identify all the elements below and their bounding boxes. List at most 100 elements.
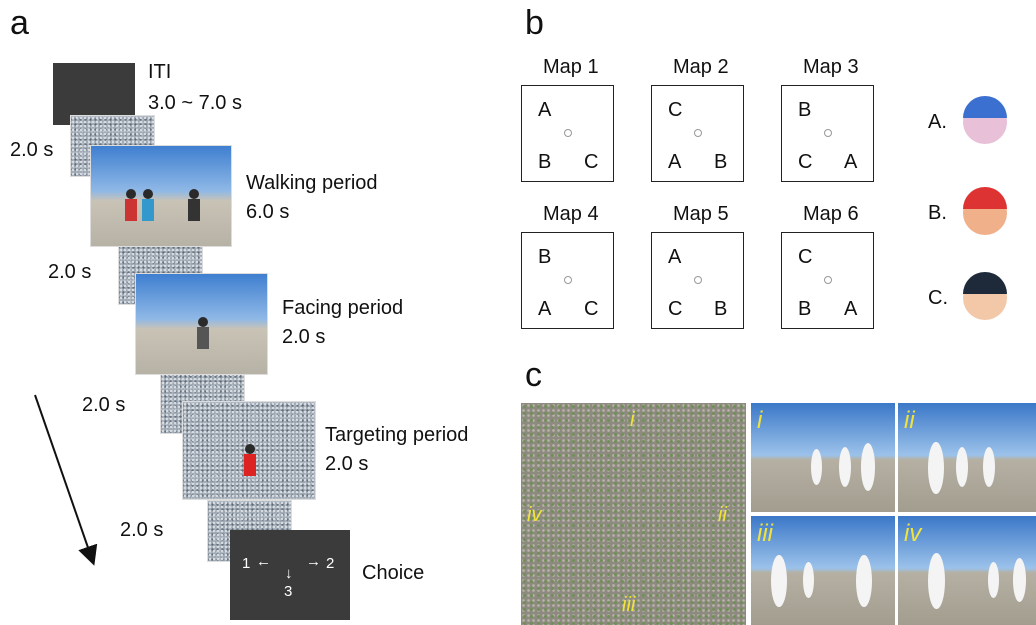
character-label: C. <box>928 288 948 308</box>
pillar-view <box>811 449 822 485</box>
map-letter: C <box>798 247 812 267</box>
direction-label: i <box>630 410 634 430</box>
map-center <box>824 129 832 137</box>
map-center <box>564 276 572 284</box>
pillar-view <box>1013 558 1026 602</box>
map-title: Map 3 <box>803 57 859 77</box>
view-image: ii <box>898 403 1036 512</box>
step-name: ITI <box>148 62 171 82</box>
view-image: i <box>751 403 895 512</box>
choice-text: 2 <box>326 556 334 571</box>
direction-label: iii <box>622 595 635 615</box>
character-hair <box>963 272 1007 294</box>
map-box: A C B <box>651 232 744 329</box>
choice-text: 3 <box>284 584 292 599</box>
character-hair <box>963 96 1007 118</box>
map-letter: B <box>798 100 811 120</box>
direction-label: ii <box>718 505 727 525</box>
map-center <box>824 276 832 284</box>
panel-label: c <box>525 358 542 392</box>
avatar-body <box>197 327 209 349</box>
mask-duration: 2.0 s <box>82 395 125 415</box>
map-letter: C <box>584 152 598 172</box>
period-duration: 6.0 s <box>246 202 289 222</box>
avatar-head <box>198 317 208 327</box>
choice-text: ↓ <box>285 566 293 581</box>
map-title: Map 2 <box>673 57 729 77</box>
time-arrow <box>35 395 93 562</box>
stimulus-screen <box>90 145 232 247</box>
map-letter: A <box>668 247 681 267</box>
panel-label: a <box>10 6 29 40</box>
pillar-view <box>856 555 872 607</box>
pillar-view <box>771 555 787 607</box>
map-letter: A <box>538 299 551 319</box>
view-image: iii <box>751 516 895 625</box>
map-box: C B A <box>781 232 874 329</box>
figure: a ITI 3.0 ~ 7.0 s 2.0 s 2.0 s 2.0 s 2.0 s Walki… <box>0 0 1036 625</box>
map-title: Map 1 <box>543 57 599 77</box>
choice-text: → <box>306 554 321 569</box>
avatar-body <box>125 199 137 221</box>
map-letter: C <box>584 299 598 319</box>
stimulus-screen <box>182 401 316 500</box>
view-label: iii <box>757 522 773 546</box>
step-duration: 3.0 ~ 7.0 s <box>148 93 242 113</box>
character-hair <box>963 187 1007 209</box>
period-name: Facing period <box>282 298 403 318</box>
map-letter: B <box>714 299 727 319</box>
map-center <box>564 129 572 137</box>
avatar-head <box>143 189 153 199</box>
avatar-body <box>142 199 154 221</box>
choice-screen: 1 ← → 2 ↓ 3 <box>230 530 350 620</box>
map-title: Map 6 <box>803 204 859 224</box>
panel-label: b <box>525 6 544 40</box>
character-label: B. <box>928 203 947 223</box>
pillar-view <box>928 442 944 494</box>
avatar-head <box>126 189 136 199</box>
direction-label: iv <box>527 505 541 525</box>
choice-name: Choice <box>362 563 424 583</box>
map-letter: B <box>714 152 727 172</box>
map-letter: B <box>538 152 551 172</box>
choice-text: ← <box>256 554 271 569</box>
map-letter: A <box>844 152 857 172</box>
view-label: ii <box>904 409 915 433</box>
view-image: iv <box>898 516 1036 625</box>
avatar-body <box>244 454 256 476</box>
map-title: Map 5 <box>673 204 729 224</box>
mask-duration: 2.0 s <box>10 140 53 160</box>
mask-duration: 2.0 s <box>48 262 91 282</box>
map-box: A B C <box>521 85 614 182</box>
map-letter: B <box>798 299 811 319</box>
view-label: iv <box>904 522 921 546</box>
avatar-head <box>245 444 255 454</box>
pillar-view <box>956 447 968 487</box>
view-label: i <box>757 409 762 433</box>
map-letter: A <box>668 152 681 172</box>
pillar-view <box>988 562 999 598</box>
map-letter: C <box>668 299 682 319</box>
avatar-body <box>188 199 200 221</box>
period-duration: 2.0 s <box>325 454 368 474</box>
map-title: Map 4 <box>543 204 599 224</box>
map-box: C A B <box>651 85 744 182</box>
period-name: Walking period <box>246 173 378 193</box>
map-center <box>694 276 702 284</box>
map-letter: A <box>538 100 551 120</box>
stimulus-screen <box>135 273 268 375</box>
character-label: A. <box>928 112 947 132</box>
map-box: B A C <box>521 232 614 329</box>
choice-text: 1 <box>242 556 250 571</box>
arena-top-view <box>521 403 746 625</box>
mask-duration: 2.0 s <box>120 520 163 540</box>
pillar-view <box>983 447 995 487</box>
map-letter: B <box>538 247 551 267</box>
map-letter: A <box>844 299 857 319</box>
period-name: Targeting period <box>325 425 468 445</box>
map-center <box>694 129 702 137</box>
map-letter: C <box>668 100 682 120</box>
pillar-view <box>928 553 945 609</box>
pillar-view <box>861 443 875 491</box>
